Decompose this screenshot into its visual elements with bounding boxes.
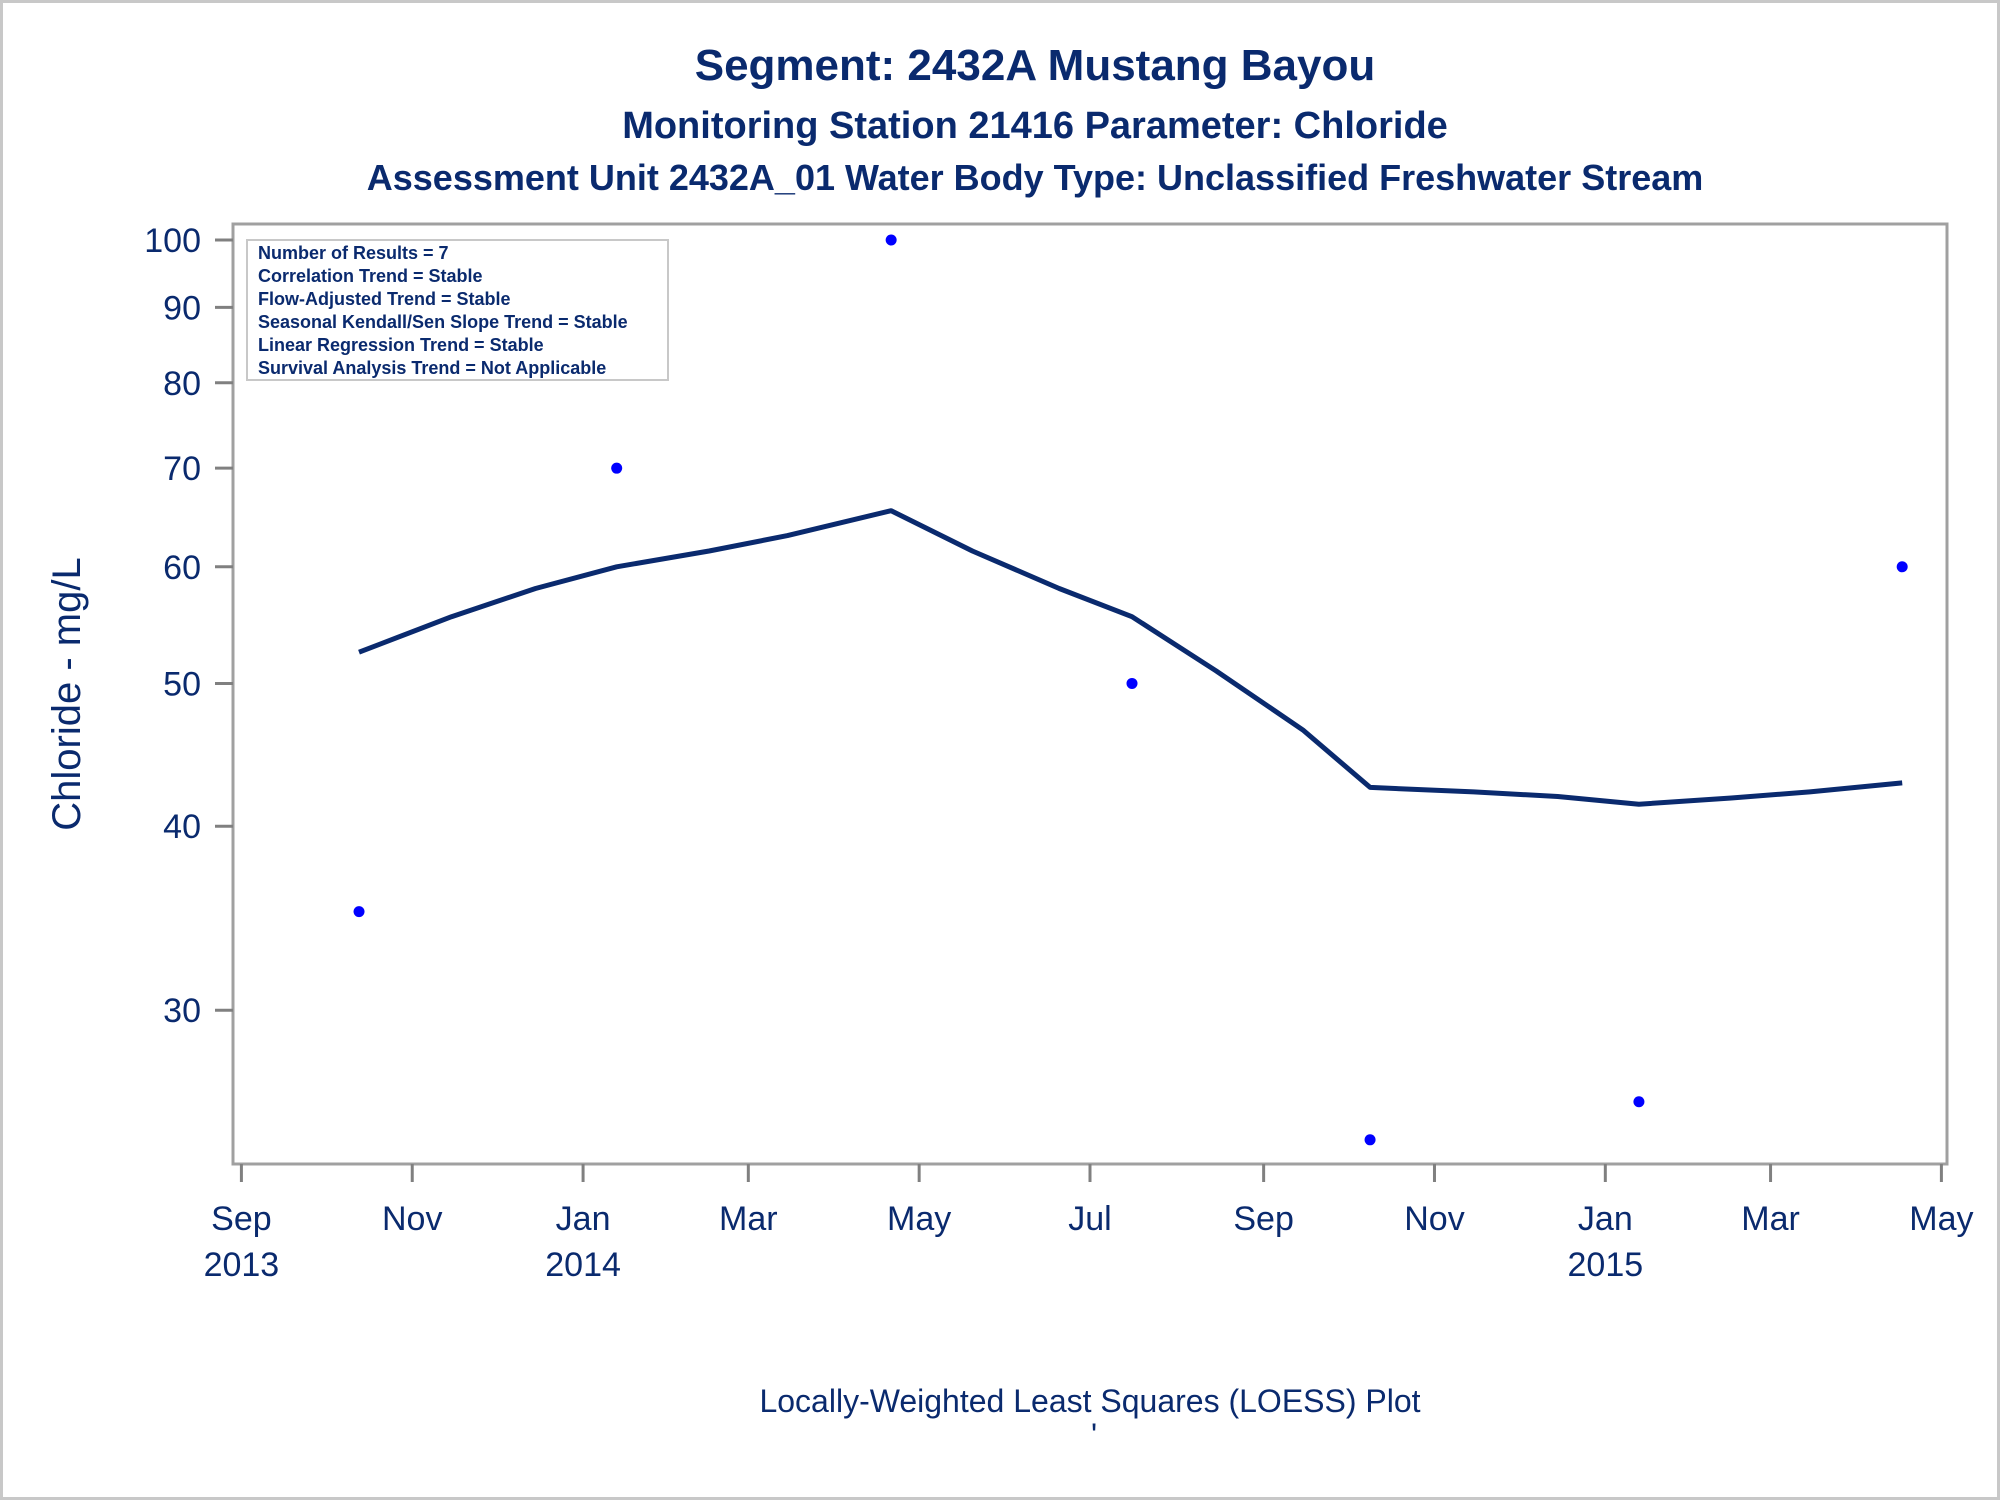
inset-line-survival: Survival Analysis Trend = Not Applicable	[258, 358, 606, 378]
y-tick-label: 40	[163, 808, 201, 846]
x-tick-label: May	[1909, 1200, 1973, 1238]
x-axis: Sep 2013 Nov Jan 2014 Mar May Jul Sep Nov Jan 2015 M…	[204, 1164, 1974, 1284]
y-tick-label: 30	[163, 992, 201, 1030]
x-tick-label: Sep	[1233, 1200, 1294, 1238]
inset-line-seasonal-kendall: Seasonal Kendall/Sen Slope Trend = Stabl…	[258, 312, 628, 332]
x-tick-label: Nov	[382, 1200, 442, 1238]
data-point	[885, 234, 897, 246]
x-tick-label: Nov	[1404, 1200, 1464, 1238]
x-tick-label: Sep	[211, 1200, 272, 1238]
inset-line-correlation: Correlation Trend = Stable	[258, 266, 483, 286]
x-tick-label: Mar	[1741, 1200, 1800, 1238]
chart-subtitle: Monitoring Station 21416 Parameter: Chlo…	[622, 105, 1448, 147]
loess-line	[358, 508, 1903, 807]
chart-subtitle-2: Assessment Unit 2432A_01 Water Body Type…	[367, 157, 1704, 198]
data-point	[1364, 1134, 1376, 1146]
trend-info-box: Number of Results = 7 Correlation Trend …	[246, 239, 669, 381]
data-point	[611, 462, 623, 474]
y-axis-label: Chloride - mg/L	[45, 557, 89, 830]
x-tick-label: May	[887, 1200, 951, 1238]
y-tick-label: 60	[163, 549, 201, 587]
x-tick-label: Mar	[719, 1200, 778, 1238]
x-tick-label: Jul	[1068, 1200, 1111, 1238]
x-tick-label: Jan	[556, 1200, 611, 1238]
footnote-mark: '	[1091, 1417, 1097, 1453]
chart-title: Segment: 2432A Mustang Bayou	[695, 41, 1376, 90]
y-axis: 30 40 50 60 70 80 90 100	[144, 222, 233, 1030]
data-point	[353, 906, 365, 918]
y-tick-label: 90	[163, 289, 201, 327]
y-tick-label: 80	[163, 365, 201, 403]
x-tick-year-label: 2015	[1568, 1246, 1644, 1284]
inset-line-flow-adjusted: Flow-Adjusted Trend = Stable	[258, 289, 511, 309]
x-tick-year-label: 2013	[204, 1246, 280, 1284]
y-tick-label: 100	[144, 222, 201, 260]
inset-line-results: Number of Results = 7	[258, 243, 449, 263]
x-tick-label: Jan	[1578, 1200, 1633, 1238]
series-layer	[353, 234, 1908, 1146]
x-tick-year-label: 2014	[545, 1246, 621, 1284]
trend-info-box-frame	[246, 239, 669, 381]
inset-line-linear-regression: Linear Regression Trend = Stable	[258, 335, 544, 355]
data-point	[1126, 677, 1138, 689]
data-point	[1896, 561, 1908, 573]
y-tick-label: 50	[163, 665, 201, 703]
data-point	[1633, 1096, 1645, 1108]
footnote: Locally-Weighted Least Squares (LOESS) P…	[759, 1383, 1420, 1419]
y-tick-label: 70	[163, 450, 201, 488]
